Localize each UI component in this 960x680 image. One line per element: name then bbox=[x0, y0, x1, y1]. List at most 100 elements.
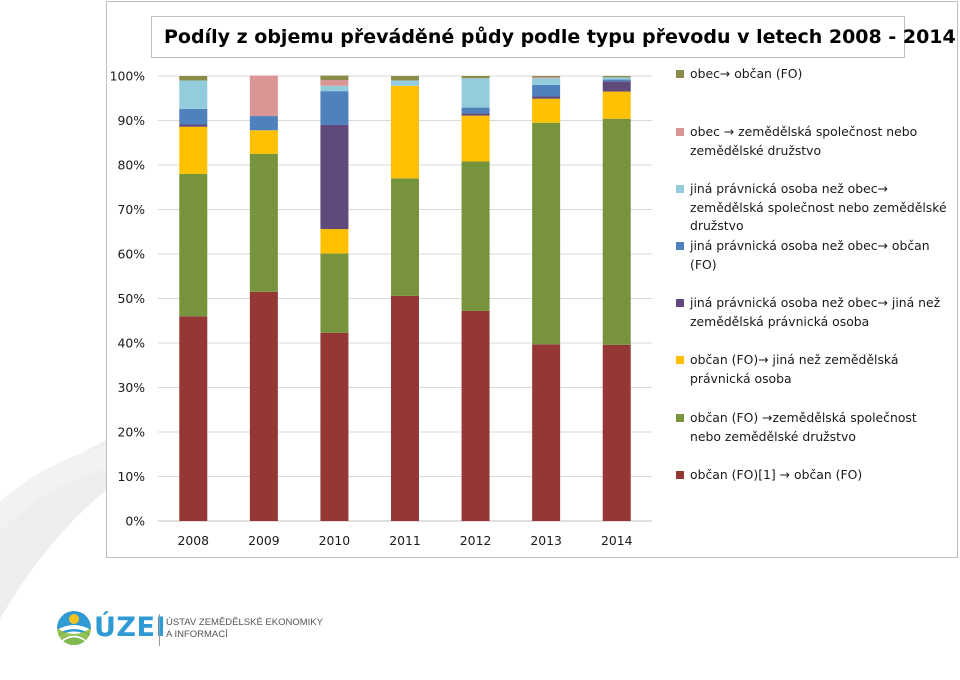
y-tick-label: 20% bbox=[117, 425, 145, 440]
bar-segment-obcan_jina-2013 bbox=[532, 98, 561, 123]
bar-segment-jina_jina-2013 bbox=[532, 96, 561, 99]
legend-label: jiná právnická osoba než obec→ jiná než … bbox=[690, 295, 941, 329]
legend-item: jiná právnická osoba než obec→ jiná než … bbox=[676, 294, 948, 331]
bar-segment-obcan_jina-2011 bbox=[391, 85, 419, 179]
logo-subtitle-line2: A INFORMACÍ bbox=[166, 629, 228, 640]
legend-label: jiná právnická osoba než obec→ občan (FO… bbox=[690, 238, 930, 272]
bar-segment-obcan_jina-2008 bbox=[179, 126, 208, 174]
bar-segment-obcan_jina-2009 bbox=[249, 130, 278, 154]
bar-segment-jina_obcan-2010 bbox=[320, 91, 349, 125]
bar-segment-jina_zemedelska-2012 bbox=[461, 78, 490, 108]
x-tick-label: 2013 bbox=[530, 533, 562, 548]
uzei-globe-logo-icon bbox=[57, 611, 91, 645]
bar-segment-obcan_zemedelska-2009 bbox=[249, 153, 278, 292]
bar-segment-obec_obcan-2013 bbox=[532, 76, 561, 78]
bar-segment-jina_obcan-2012 bbox=[461, 107, 490, 114]
bar-segment-obec_obcan-2014 bbox=[602, 76, 631, 78]
legend-item: občan (FO) →zemědělská společnost nebo z… bbox=[676, 409, 948, 446]
bar-segment-obcan_jina-2014 bbox=[602, 91, 631, 119]
x-tick-label: 2010 bbox=[319, 533, 351, 548]
legend-item: občan (FO)→ jiná než zemědělská právnick… bbox=[676, 351, 948, 388]
y-tick-label: 0% bbox=[125, 514, 145, 529]
legend-label: občan (FO)[1] → občan (FO) bbox=[690, 467, 863, 482]
bar-segment-jina_obcan-2013 bbox=[532, 84, 561, 97]
x-tick-label: 2008 bbox=[178, 533, 210, 548]
bar-segment-obcan_obcan-2010 bbox=[320, 332, 349, 521]
uzei-logo-word: ÚZEI bbox=[94, 612, 166, 643]
bar-segment-obcan_obcan-2009 bbox=[249, 291, 278, 521]
bar-segment-obcan_zemedelska-2012 bbox=[461, 161, 490, 311]
chart-title-box: Podíly z objemu převáděné půdy podle typ… bbox=[151, 16, 956, 58]
legend-swatch bbox=[676, 414, 684, 422]
bar-segment-jina_zemedelska-2013 bbox=[532, 78, 561, 85]
bar-segment-obcan_zemedelska-2014 bbox=[602, 118, 631, 345]
legend-swatch bbox=[676, 471, 684, 479]
uzei-logo: ÚZEI ÚSTAV ZEMĚDĚLSKÉ EKONOMIKY A INFORM… bbox=[56, 610, 356, 650]
bar-segment-obcan_zemedelska-2008 bbox=[179, 173, 208, 317]
legend-item: jiná právnická osoba než obec→ občan (FO… bbox=[676, 237, 948, 274]
bar-segment-obcan_zemedelska-2013 bbox=[532, 122, 561, 345]
logo-subtitle: ÚSTAV ZEMĚDĚLSKÉ EKONOMIKY A INFORMACÍ bbox=[166, 617, 323, 641]
bar-segment-obcan_obcan-2012 bbox=[461, 310, 490, 521]
bar-segment-obec_zemedelska-2009 bbox=[249, 75, 278, 117]
legend-item: obec → zemědělská společnost nebo zemědě… bbox=[676, 123, 948, 160]
bar-segment-obec_obcan-2011 bbox=[391, 76, 419, 81]
bar-segment-obcan_obcan-2014 bbox=[602, 344, 631, 521]
y-tick-label: 40% bbox=[117, 336, 145, 351]
bar-segment-obec_obcan-2012 bbox=[461, 76, 490, 79]
bar-segment-obec_obcan-2008 bbox=[179, 76, 208, 81]
legend-item: jiná právnická osoba než obec→ zemědělsk… bbox=[676, 180, 948, 236]
legend-label: obec→ občan (FO) bbox=[690, 66, 803, 81]
bar-segment-jina_jina-2014 bbox=[602, 81, 631, 92]
chart-title: Podíly z objemu převáděné půdy podle typ… bbox=[164, 26, 956, 48]
bar-segment-obcan_obcan-2013 bbox=[532, 344, 561, 521]
bar-segment-obec_zemedelska-2013 bbox=[532, 77, 561, 79]
y-tick-label: 10% bbox=[117, 469, 145, 484]
bar-segment-jina_obcan-2009 bbox=[249, 116, 278, 131]
bar-segment-jina_jina-2012 bbox=[461, 113, 490, 116]
y-tick-label: 30% bbox=[117, 380, 145, 395]
legend-label: občan (FO)→ jiná než zemědělská právnick… bbox=[690, 352, 899, 386]
legend-swatch bbox=[676, 128, 684, 136]
bar-segment-obcan_obcan-2008 bbox=[179, 316, 208, 521]
bar-segment-jina_zemedelska-2010 bbox=[320, 85, 349, 92]
x-tick-label: 2011 bbox=[389, 533, 421, 548]
y-tick-label: 70% bbox=[117, 202, 145, 217]
y-tick-label: 90% bbox=[117, 113, 145, 128]
legend-swatch bbox=[676, 356, 684, 364]
bar-segment-obcan_jina-2012 bbox=[461, 115, 490, 162]
x-tick-label: 2012 bbox=[460, 533, 492, 548]
legend-swatch bbox=[676, 70, 684, 78]
y-tick-label: 60% bbox=[117, 247, 145, 262]
logo-subtitle-line1: ÚSTAV ZEMĚDĚLSKÉ EKONOMIKY bbox=[166, 617, 323, 628]
bar-segment-jina_obcan-2008 bbox=[179, 108, 208, 125]
logo-separator bbox=[159, 614, 160, 646]
legend-item: obec→ občan (FO) bbox=[676, 65, 948, 84]
legend-label: obec → zemědělská společnost nebo zemědě… bbox=[690, 124, 918, 158]
legend-swatch bbox=[676, 299, 684, 307]
bar-segment-jina_zemedelska-2014 bbox=[602, 77, 631, 80]
legend-swatch bbox=[676, 242, 684, 250]
bar-segment-jina_zemedelska-2008 bbox=[179, 80, 208, 109]
x-tick-label: 2009 bbox=[248, 533, 280, 548]
bar-segment-jina_obcan-2014 bbox=[602, 79, 631, 82]
bar-segment-obcan_zemedelska-2010 bbox=[320, 253, 349, 333]
bar-segment-obcan_obcan-2011 bbox=[391, 295, 419, 521]
y-tick-label: 50% bbox=[117, 291, 145, 306]
y-tick-label: 80% bbox=[117, 158, 145, 173]
bar-segment-jina_zemedelska-2011 bbox=[391, 80, 419, 86]
y-tick-label: 100% bbox=[110, 69, 146, 84]
bar-segment-jina_jina-2008 bbox=[179, 124, 208, 127]
legend-swatch bbox=[676, 185, 684, 193]
legend-label: jiná právnická osoba než obec→ zemědělsk… bbox=[690, 181, 947, 233]
bar-segment-obcan_jina-2010 bbox=[320, 229, 349, 254]
bar-segment-obec_zemedelska-2010 bbox=[320, 80, 349, 86]
bar-segment-jina_jina-2010 bbox=[320, 124, 349, 230]
chart-frame bbox=[106, 1, 958, 558]
bar-segment-obcan_zemedelska-2011 bbox=[391, 178, 419, 296]
legend-label: občan (FO) →zemědělská společnost nebo z… bbox=[690, 410, 917, 444]
x-tick-label: 2014 bbox=[601, 533, 633, 548]
legend-item: občan (FO)[1] → občan (FO) bbox=[676, 466, 948, 485]
bar-segment-obec_obcan-2010 bbox=[320, 75, 349, 81]
